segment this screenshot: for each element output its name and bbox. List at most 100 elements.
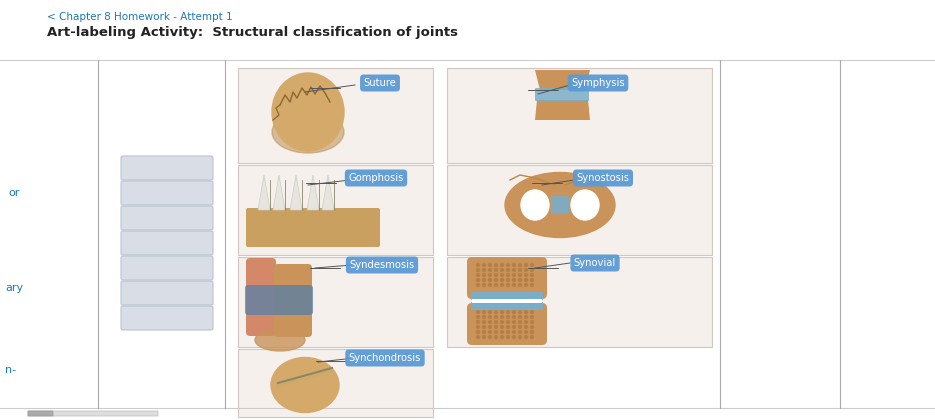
Circle shape xyxy=(488,310,492,313)
Circle shape xyxy=(525,284,527,286)
Circle shape xyxy=(525,268,527,271)
Circle shape xyxy=(495,284,497,286)
Circle shape xyxy=(525,331,527,333)
FancyBboxPatch shape xyxy=(121,206,213,230)
Circle shape xyxy=(507,315,510,318)
Circle shape xyxy=(500,326,504,328)
Circle shape xyxy=(500,320,504,323)
Circle shape xyxy=(512,320,515,323)
Circle shape xyxy=(512,273,515,276)
Circle shape xyxy=(519,278,522,281)
Circle shape xyxy=(477,268,480,271)
Circle shape xyxy=(525,336,527,339)
Circle shape xyxy=(488,336,492,339)
Circle shape xyxy=(525,263,527,267)
Circle shape xyxy=(500,310,504,313)
Circle shape xyxy=(512,336,515,339)
Circle shape xyxy=(482,326,485,328)
Circle shape xyxy=(525,310,527,313)
Polygon shape xyxy=(273,175,285,210)
Circle shape xyxy=(488,326,492,328)
FancyBboxPatch shape xyxy=(471,302,543,310)
Polygon shape xyxy=(258,175,270,210)
Polygon shape xyxy=(322,175,334,210)
Text: Suture: Suture xyxy=(364,78,396,88)
Circle shape xyxy=(507,336,510,339)
Circle shape xyxy=(482,336,485,339)
FancyBboxPatch shape xyxy=(121,181,213,205)
Circle shape xyxy=(525,278,527,281)
Circle shape xyxy=(512,310,515,313)
Circle shape xyxy=(525,320,527,323)
Circle shape xyxy=(525,273,527,276)
Text: n-: n- xyxy=(5,365,16,375)
Circle shape xyxy=(512,284,515,286)
Circle shape xyxy=(500,278,504,281)
Circle shape xyxy=(530,336,534,339)
Circle shape xyxy=(507,268,510,271)
FancyBboxPatch shape xyxy=(28,411,53,416)
Circle shape xyxy=(530,273,534,276)
Circle shape xyxy=(512,315,515,318)
Circle shape xyxy=(530,315,534,318)
Circle shape xyxy=(530,278,534,281)
Text: Synchondrosis: Synchondrosis xyxy=(349,353,421,363)
Circle shape xyxy=(482,273,485,276)
Text: Syndesmosis: Syndesmosis xyxy=(350,260,414,270)
Circle shape xyxy=(495,273,497,276)
Circle shape xyxy=(495,315,497,318)
Circle shape xyxy=(507,331,510,333)
Polygon shape xyxy=(535,100,590,120)
Circle shape xyxy=(495,336,497,339)
Circle shape xyxy=(500,268,504,271)
Circle shape xyxy=(507,284,510,286)
Circle shape xyxy=(477,263,480,267)
Circle shape xyxy=(488,331,492,333)
Ellipse shape xyxy=(272,73,344,151)
Circle shape xyxy=(512,268,515,271)
Circle shape xyxy=(482,263,485,267)
Circle shape xyxy=(500,273,504,276)
Circle shape xyxy=(488,273,492,276)
Circle shape xyxy=(530,310,534,313)
Ellipse shape xyxy=(271,357,339,412)
Circle shape xyxy=(519,315,522,318)
FancyBboxPatch shape xyxy=(238,68,433,163)
Circle shape xyxy=(525,315,527,318)
Circle shape xyxy=(530,284,534,286)
Circle shape xyxy=(477,320,480,323)
Circle shape xyxy=(495,326,497,328)
Circle shape xyxy=(495,310,497,313)
FancyBboxPatch shape xyxy=(274,264,312,337)
Text: or: or xyxy=(8,188,20,198)
Circle shape xyxy=(519,326,522,328)
FancyBboxPatch shape xyxy=(471,292,543,300)
Text: Art-labeling Activity:  Structural classification of joints: Art-labeling Activity: Structural classi… xyxy=(47,26,458,39)
Circle shape xyxy=(530,320,534,323)
Polygon shape xyxy=(290,175,302,210)
Circle shape xyxy=(512,331,515,333)
Circle shape xyxy=(482,315,485,318)
FancyBboxPatch shape xyxy=(238,165,433,255)
FancyBboxPatch shape xyxy=(447,257,712,347)
Circle shape xyxy=(519,336,522,339)
Circle shape xyxy=(488,268,492,271)
Circle shape xyxy=(507,326,510,328)
Circle shape xyxy=(488,284,492,286)
Circle shape xyxy=(488,320,492,323)
Circle shape xyxy=(500,315,504,318)
Polygon shape xyxy=(535,70,590,90)
FancyBboxPatch shape xyxy=(447,165,712,255)
Ellipse shape xyxy=(272,111,344,153)
Circle shape xyxy=(500,263,504,267)
Text: ary: ary xyxy=(5,283,23,293)
Circle shape xyxy=(495,278,497,281)
Circle shape xyxy=(512,278,515,281)
Circle shape xyxy=(500,336,504,339)
Circle shape xyxy=(477,284,480,286)
FancyBboxPatch shape xyxy=(551,196,569,214)
Circle shape xyxy=(477,331,480,333)
FancyBboxPatch shape xyxy=(238,349,433,417)
FancyBboxPatch shape xyxy=(472,299,542,303)
Circle shape xyxy=(477,273,480,276)
